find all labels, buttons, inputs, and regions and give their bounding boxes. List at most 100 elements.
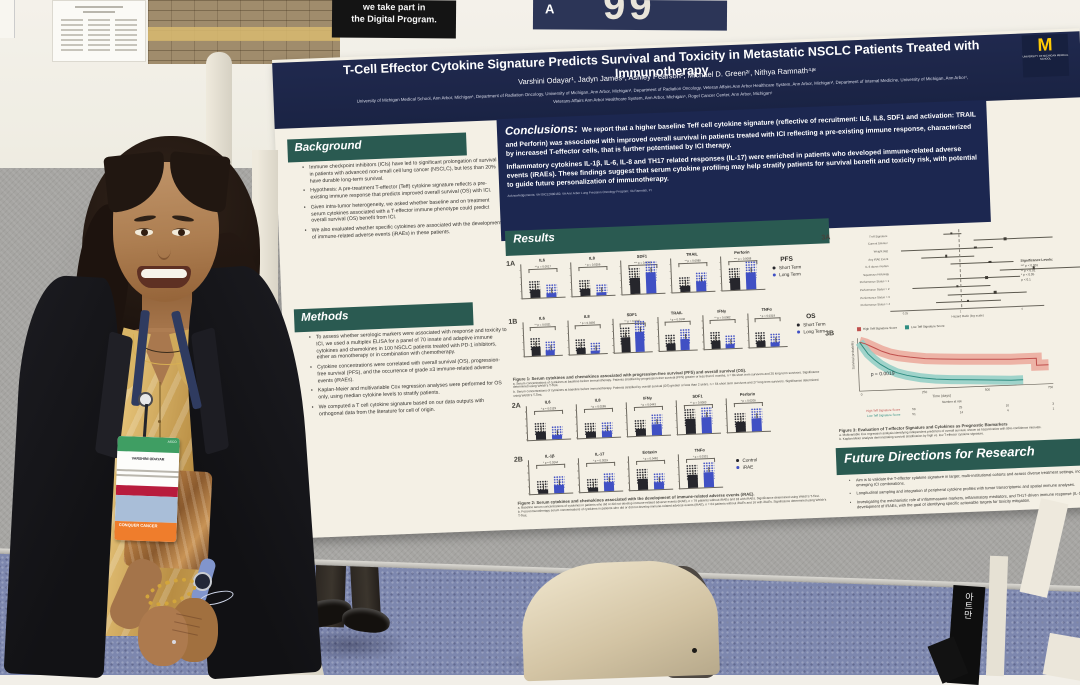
y-axis-ticks — [674, 400, 679, 435]
p-value-label: ** p = 0.0082 — [714, 314, 731, 320]
y-axis-ticks — [619, 260, 623, 295]
hazard-ratio-point — [985, 276, 988, 279]
legend-label: High Teff Signature Score — [862, 325, 898, 332]
university-of-michigan-logo: M UNIVERSITY OF MICHIGAN MEDICAL SCHOOL — [1021, 33, 1070, 78]
hazard-ratio-point — [956, 284, 959, 288]
figure-tag: 3B — [825, 330, 835, 338]
forest-row-label: Performance Status = 4 — [860, 302, 891, 308]
km-legend-entry: High Teff Signature Score — [856, 325, 898, 332]
mini-bar-chart: SDF1 *** p = 0.0009 — [619, 253, 666, 296]
significance-bracket — [533, 409, 564, 415]
y-axis-ticks — [574, 404, 579, 439]
p-value-label: ** p = 0.0017 — [534, 263, 551, 269]
irae-legend: Control iRAE — [736, 457, 758, 472]
bar — [529, 289, 541, 299]
risk-count: 14 — [959, 409, 964, 414]
chart-plot-area: * p = 0.0146 — [656, 315, 698, 353]
legend-dot-icon — [772, 266, 777, 270]
mini-bar-chart: TRAIL * p = 0.0146 — [656, 310, 698, 353]
km-x-label: Time (days) — [932, 394, 951, 399]
iris — [177, 229, 185, 236]
bar — [687, 474, 699, 489]
bullet-item: To assess whether serologic markers were… — [311, 327, 508, 362]
p-value-label: * p = 0.0289 — [590, 403, 606, 409]
svg-text:750: 750 — [1048, 385, 1054, 389]
y-axis-ticks — [576, 458, 581, 493]
bar — [552, 434, 563, 440]
significance-bracket — [754, 317, 781, 323]
figure-2a-charts: IL6 * p = 0.0129 IL8 * p = 0.0289 IFNγ * p = … — [524, 391, 771, 442]
bar — [596, 292, 607, 296]
bar — [756, 340, 766, 348]
teeth — [141, 269, 187, 278]
significance-legend: Significance Levels: *** p < 0.001 ** p <… — [1020, 256, 1080, 282]
mini-bar-chart: Perforin *** p = 0.0008 — [719, 249, 766, 292]
p-value-label: * p = 0.0319 — [759, 312, 776, 318]
forest-x-tick: 4 — [1021, 306, 1023, 311]
mini-bar-chart: IL8 * p = 0.0289 — [574, 397, 622, 440]
figure-tag: 1B — [508, 318, 518, 326]
svg-text:250: 250 — [922, 390, 928, 394]
research-poster: T-Cell Effector Cytokine Signature Predi… — [272, 28, 1080, 539]
mini-bar-chart: TRAIL ** p = 0.0085 — [669, 251, 716, 294]
legend-swatch-icon — [904, 325, 910, 330]
mini-bar-chart: Eotaxin * p = 0.0462 — [626, 449, 674, 492]
significance-bracket — [635, 459, 666, 466]
legend-entry: Short Term — [796, 321, 826, 327]
figure-1a-charts: IL6 ** p = 0.0017 IL8 * p = 0.0356 SDF1 *** p… — [519, 249, 766, 300]
y-axis-ticks — [724, 398, 728, 433]
svg-text:0: 0 — [861, 393, 863, 397]
hazard-ratio-point — [974, 246, 977, 249]
bag-korean-text: 아트만 — [962, 591, 975, 620]
y-axis-ticks — [626, 456, 631, 491]
bar — [725, 344, 736, 349]
bar — [535, 431, 547, 440]
significance-bracket — [733, 401, 764, 408]
bar — [620, 337, 631, 353]
p-value-label: * p = 0.0356 — [585, 261, 601, 267]
figure-1-caption: Figure 1: Serum cytokines and chemokines… — [513, 365, 824, 399]
km-low-line — [859, 341, 1024, 381]
chart-plot-area: * p = 0.0319 — [746, 312, 788, 349]
y-axis-ticks — [669, 258, 673, 293]
p-value-label: * p = 0.0462 — [642, 455, 659, 461]
legend-dot-icon — [736, 458, 740, 463]
bar — [585, 431, 597, 438]
risk-count: 10 — [1005, 402, 1010, 407]
bar — [546, 293, 557, 298]
risk-count: 1 — [1052, 406, 1055, 411]
bar — [629, 277, 641, 295]
chart-plot-area: *** p = 0.0009 — [619, 258, 666, 296]
p-value-label: * p = 0.0146 — [669, 316, 686, 322]
chart-plot-area: * p = 0.0356 — [569, 260, 616, 298]
figure-tag: 2B — [513, 456, 523, 464]
bar — [651, 423, 663, 436]
p-value-label: * p = 0.0129 — [540, 405, 557, 411]
flyer-table — [88, 19, 110, 51]
y-axis-ticks — [519, 264, 523, 299]
legend-entry: Control — [736, 457, 757, 463]
p-value-label: * p = 0.0356 — [579, 320, 596, 325]
flyer-title-line — [75, 6, 123, 8]
logo-caption: UNIVERSITY OF MICHIGAN MEDICAL SCHOOL — [1022, 53, 1069, 61]
legend-label: Short Term — [778, 264, 802, 271]
km-y-label: Survival probability — [850, 341, 855, 370]
bar — [635, 331, 646, 352]
significance-bracket — [578, 265, 608, 272]
ring — [172, 640, 176, 644]
bar — [587, 487, 599, 492]
km-p-value: p = 0.0019 — [871, 371, 895, 378]
bar — [711, 340, 721, 349]
bar — [685, 418, 697, 435]
forest-x-tick: 0.25 — [902, 311, 909, 316]
p-value-label: *** p = 0.0008 — [733, 255, 752, 261]
significance-bracket — [633, 405, 664, 412]
bar — [680, 338, 691, 351]
forest-x-label: Hazard Ratio (log scale) — [951, 313, 984, 319]
significance-lines: *** p < 0.001 ** p < 0.01 * p < 0.05 p < 0… — [1021, 261, 1080, 282]
wall-flyer — [52, 0, 146, 62]
legend-title: OS — [806, 312, 816, 321]
bar — [545, 350, 556, 356]
hand — [138, 606, 188, 666]
y-axis-ticks — [526, 460, 531, 495]
